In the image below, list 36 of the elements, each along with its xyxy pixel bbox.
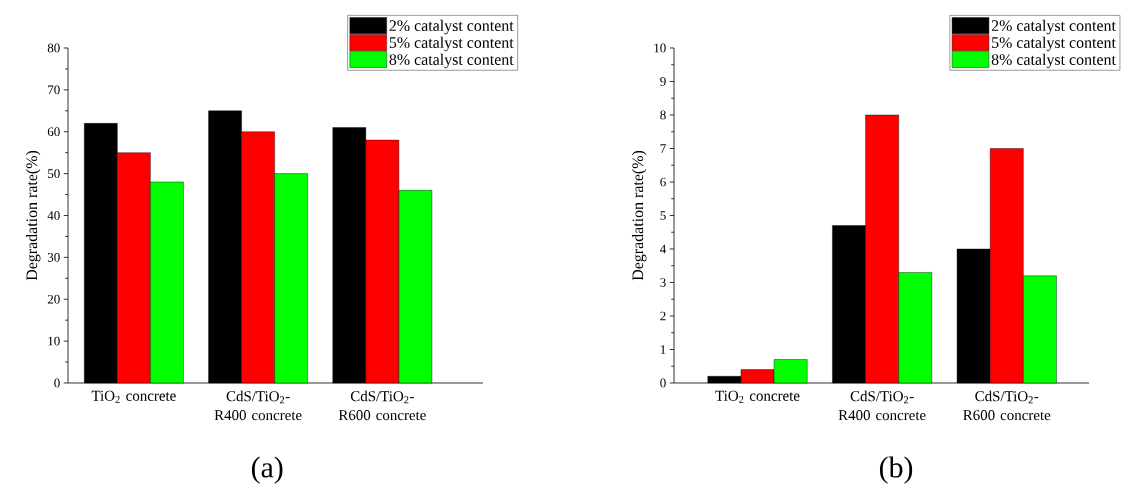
y-tick-label: 40 bbox=[47, 211, 60, 220]
y-tick-label: 0 bbox=[660, 378, 666, 388]
x-tick-label: CdS/TiO$_{2}$-R600 concrete bbox=[963, 390, 1051, 421]
y-tick-label: 10 bbox=[654, 43, 666, 53]
y-axis-title: Degradation rate(%) bbox=[631, 150, 647, 281]
y-tick-label: 8 bbox=[660, 110, 666, 120]
x-tick-label: TiO$_{2}$ concrete bbox=[91, 390, 176, 403]
y-tick-label: 60 bbox=[47, 127, 60, 137]
text: (b) bbox=[879, 456, 913, 484]
y-tick-label: 0 bbox=[54, 378, 60, 388]
legend-label: 8% catalyst content bbox=[389, 53, 514, 69]
x-tick-label: CdS/TiO$_{2}$-R600 concrete bbox=[338, 390, 426, 421]
legend-label: 2% catalyst content bbox=[991, 19, 1116, 35]
y-tick-label: 80 bbox=[47, 43, 60, 53]
y-tick-label: 3 bbox=[660, 278, 666, 287]
legend-label: 5% catalyst content bbox=[389, 36, 514, 52]
legend-label: 5% catalyst content bbox=[992, 36, 1116, 52]
x-tick-label: CdS/TiO$_{2}$-R400 concrete bbox=[214, 390, 302, 421]
y-tick-label: 30 bbox=[47, 253, 60, 262]
y-tick-label: 5 bbox=[660, 211, 666, 220]
y-tick-label: 2 bbox=[660, 311, 666, 321]
x-tick-label: TiO$_{2}$ concrete bbox=[715, 390, 800, 403]
legend-label: 8% catalyst content bbox=[991, 53, 1116, 69]
y-tick-label: 70 bbox=[48, 85, 60, 95]
y-axis-title: Degradation rate(%) bbox=[25, 150, 41, 281]
x-tick-label: CdS/TiO$_{2}$-R400 concrete bbox=[838, 390, 926, 421]
y-tick-label: 20 bbox=[47, 294, 60, 304]
text: (a) bbox=[251, 456, 283, 484]
y-tick-label: 7 bbox=[660, 144, 666, 153]
y-tick-label: 50 bbox=[48, 169, 60, 178]
y-tick-label: 10 bbox=[48, 336, 60, 346]
y-tick-label: 9 bbox=[660, 77, 666, 86]
y-tick-label: 1 bbox=[660, 345, 666, 354]
y-tick-label: 6 bbox=[660, 177, 666, 187]
y-tick-label: 4 bbox=[660, 244, 667, 254]
legend-label: 2% catalyst content bbox=[389, 19, 514, 35]
